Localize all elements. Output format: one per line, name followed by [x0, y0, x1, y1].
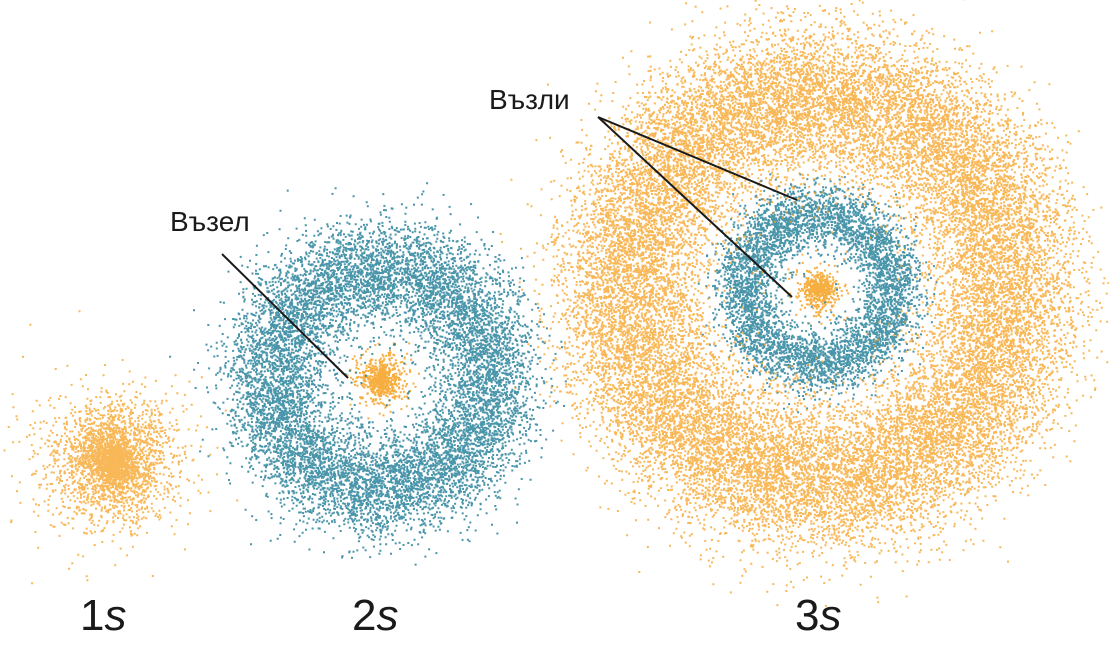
nodes-pointer-3s-outer [597, 116, 798, 201]
orbital-3s-cloud [499, 0, 1109, 607]
cloud-3s-orange-dots [781, 261, 850, 325]
cloud-3s-teal-dots [697, 173, 938, 414]
orbital-2s-letter: s [376, 591, 398, 640]
node-pointer-2s [221, 253, 349, 379]
orbital-1s-label: 1s [80, 591, 126, 640]
node-label: Възел [170, 206, 250, 237]
cloud-2s-orange-dots [341, 342, 420, 420]
orbital-1s-number: 1 [80, 591, 104, 640]
orbital-2s-label: 2s [352, 591, 398, 640]
orbital-1s-cloud [3, 310, 239, 585]
orbital-1s-letter: s [104, 591, 126, 640]
orbital-3s-letter: s [819, 591, 841, 640]
orbital-3s-label: 3s [795, 591, 841, 640]
cloud-3s-orange-dots [499, 0, 1109, 607]
nodes-label: Възли [489, 84, 570, 115]
nodes-pointer-3s-inner [597, 116, 793, 298]
orbital-2s-cloud [169, 182, 567, 566]
cloud-2s-teal-dots [169, 182, 567, 566]
cloud-1s-orange-dots [3, 310, 239, 585]
orbital-3s-number: 3 [795, 591, 819, 640]
orbital-2s-number: 2 [352, 591, 376, 640]
